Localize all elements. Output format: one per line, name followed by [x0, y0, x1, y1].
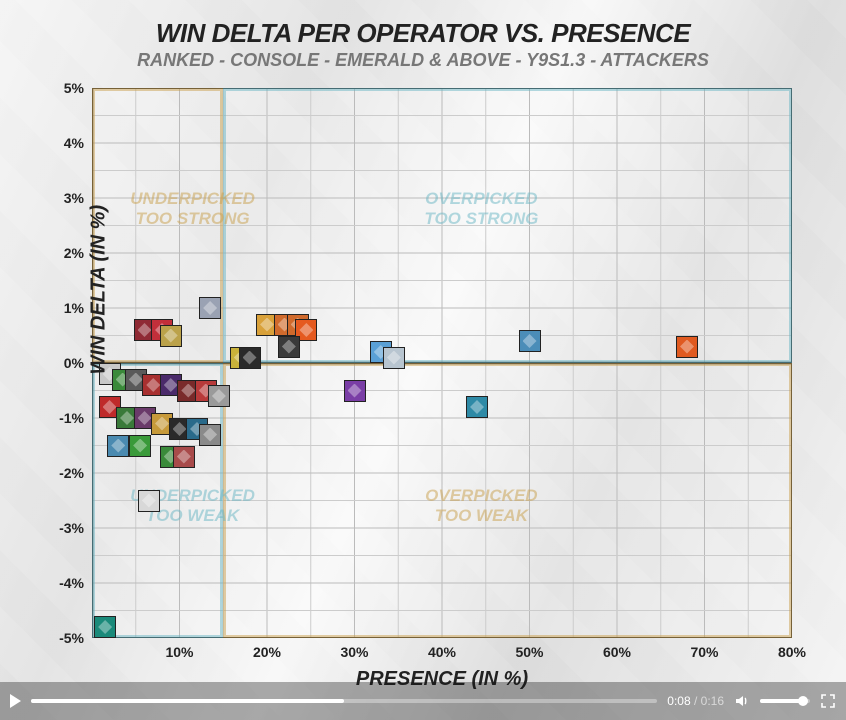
- volume-knob[interactable]: [798, 696, 808, 706]
- operator-marker-op-4[interactable]: [160, 325, 182, 347]
- volume-icon[interactable]: [734, 693, 750, 709]
- x-tick: 20%: [253, 638, 281, 660]
- current-time: 0:08: [667, 694, 690, 708]
- operator-marker-op-10[interactable]: [239, 347, 261, 369]
- y-axis-label: WIN DELTA (IN %): [87, 205, 110, 375]
- operator-marker-op-33[interactable]: [107, 435, 129, 457]
- y-tick: -3%: [59, 520, 92, 536]
- operator-marker-op-34[interactable]: [129, 435, 151, 457]
- operator-marker-op-32[interactable]: [199, 424, 221, 446]
- chart-title: WIN DELTA PER OPERATOR VS. PRESENCE: [0, 18, 846, 49]
- x-tick: 30%: [340, 638, 368, 660]
- plot-grid: [92, 88, 792, 638]
- x-tick: 40%: [428, 638, 456, 660]
- volume-slider[interactable]: [760, 699, 810, 703]
- time-display: 0:08 / 0:16: [667, 694, 724, 708]
- y-tick: 5%: [64, 80, 92, 96]
- x-tick: 80%: [778, 638, 806, 660]
- y-tick: -2%: [59, 465, 92, 481]
- progress-fill: [31, 699, 344, 703]
- operator-marker-op-11[interactable]: [278, 336, 300, 358]
- y-tick: 4%: [64, 135, 92, 151]
- x-tick: 50%: [515, 638, 543, 660]
- y-tick: -5%: [59, 630, 92, 646]
- operator-marker-op-1[interactable]: [199, 297, 221, 319]
- operator-marker-op-14[interactable]: [519, 330, 541, 352]
- fullscreen-icon[interactable]: [820, 693, 836, 709]
- scatter-plot: UNDERPICKEDTOO STRONGOVERPICKEDTOO STRON…: [92, 88, 792, 638]
- y-tick: -4%: [59, 575, 92, 591]
- operator-marker-op-37[interactable]: [138, 490, 160, 512]
- time-separator: /: [694, 694, 701, 708]
- x-tick: 70%: [690, 638, 718, 660]
- operator-marker-op-17[interactable]: [466, 396, 488, 418]
- operator-marker-op-16[interactable]: [344, 380, 366, 402]
- chart-subtitle: RANKED - CONSOLE - EMERALD & ABOVE - Y9S…: [0, 50, 846, 71]
- total-time: 0:16: [701, 694, 724, 708]
- y-tick: -1%: [59, 410, 92, 426]
- operator-marker-op-25[interactable]: [208, 385, 230, 407]
- progress-bar[interactable]: [31, 699, 657, 703]
- operator-marker-op-38[interactable]: [94, 616, 116, 638]
- play-icon[interactable]: [10, 694, 21, 708]
- volume-fill: [760, 699, 803, 703]
- x-tick: 60%: [603, 638, 631, 660]
- operator-marker-op-36[interactable]: [173, 446, 195, 468]
- x-tick: 10%: [165, 638, 193, 660]
- operator-marker-op-13[interactable]: [383, 347, 405, 369]
- operator-marker-op-15[interactable]: [676, 336, 698, 358]
- video-player-bar: 0:08 / 0:16: [0, 682, 846, 720]
